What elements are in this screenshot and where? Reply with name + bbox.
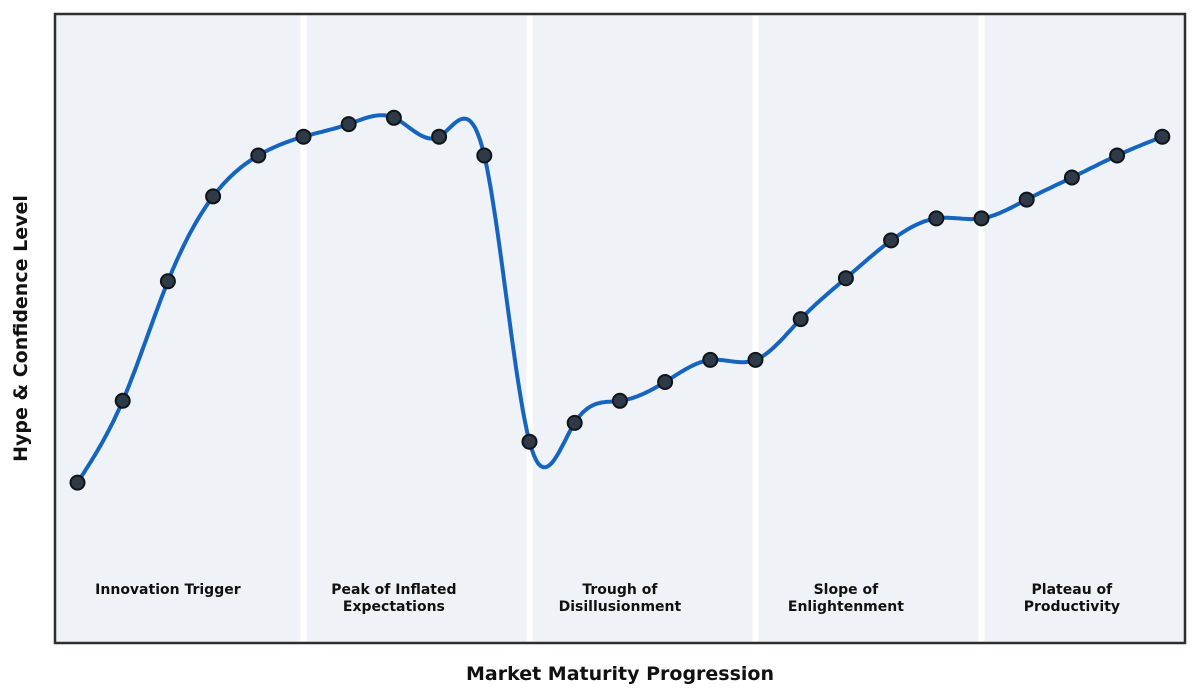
phase-label: Plateau of Productivity xyxy=(1024,582,1120,615)
data-point xyxy=(159,273,176,290)
y-axis-label: Hype & Confidence Level xyxy=(10,195,32,462)
data-point xyxy=(928,210,945,227)
phase-labels: Innovation Trigger Peak of Inflated Expect… xyxy=(95,582,1120,615)
data-point xyxy=(747,351,764,368)
phase-divider-band xyxy=(300,15,307,642)
data-point xyxy=(340,116,357,133)
phase-label: Peak of Inflated Expectations xyxy=(331,582,456,615)
data-point xyxy=(566,414,583,431)
data-point xyxy=(476,147,493,164)
phase-label: Slope of Enlightenment xyxy=(788,582,904,615)
data-point xyxy=(837,270,854,287)
data-point xyxy=(1154,128,1171,145)
data-point xyxy=(702,351,719,368)
plot-area xyxy=(55,14,1185,643)
data-point xyxy=(1018,191,1035,208)
data-point xyxy=(1109,147,1126,164)
data-point xyxy=(385,109,402,126)
data-point xyxy=(69,474,86,491)
data-point xyxy=(973,210,990,227)
data-point xyxy=(521,433,538,450)
data-point xyxy=(883,232,900,249)
data-point xyxy=(611,392,628,409)
data-point xyxy=(792,311,809,328)
phase-divider-bands xyxy=(300,15,985,642)
data-point xyxy=(431,128,448,145)
data-point xyxy=(295,128,312,145)
data-point xyxy=(657,374,674,390)
plot-border xyxy=(53,12,1187,645)
phase-label: Innovation Trigger xyxy=(95,582,241,598)
phase-divider-band xyxy=(978,15,985,642)
data-point-markers xyxy=(69,109,1171,491)
x-axis-label: Market Maturity Progression xyxy=(466,663,774,685)
data-point xyxy=(250,147,267,164)
phase-divider-band xyxy=(752,15,759,642)
data-point xyxy=(114,392,131,409)
phase-divider-band xyxy=(526,15,533,642)
phase-label: Trough of Disillusionment xyxy=(559,582,682,615)
data-point xyxy=(1063,169,1080,186)
data-point xyxy=(205,188,222,205)
